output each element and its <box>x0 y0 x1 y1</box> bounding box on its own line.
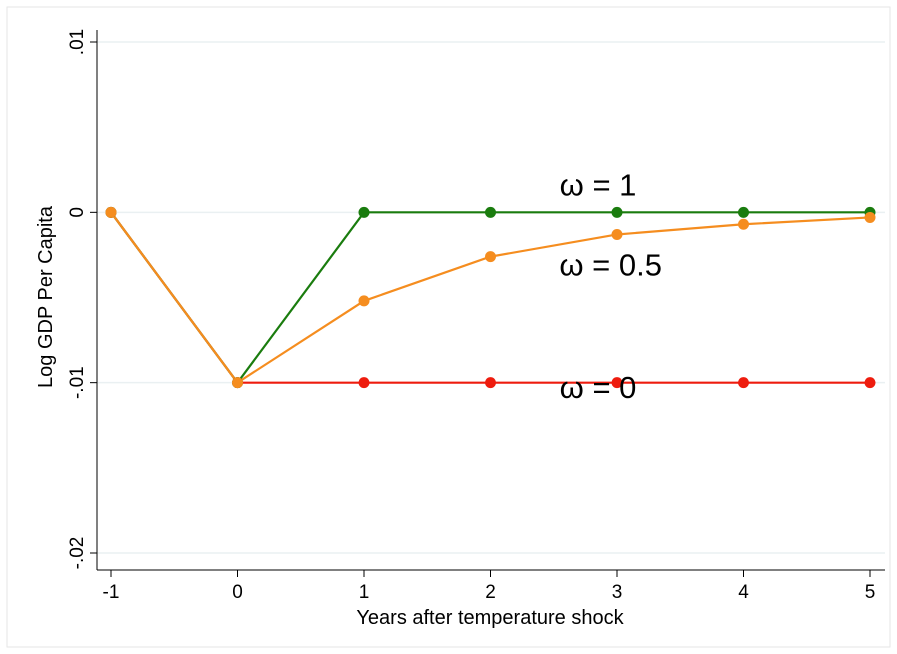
series-point-1 <box>738 206 749 218</box>
series-point-0 <box>864 377 876 389</box>
series-point-2 <box>611 228 623 240</box>
gridlines <box>97 41 885 554</box>
series-layer <box>105 206 876 389</box>
y-tick-label: .01 <box>67 29 88 55</box>
annotation-label: ω = 1 <box>560 167 637 202</box>
x-tick-label: 5 <box>865 582 876 603</box>
series-point-2 <box>738 218 749 230</box>
annotation-label: ω = 0 <box>560 370 637 405</box>
y-tick-label: -.02 <box>67 537 88 570</box>
series-point-1 <box>485 206 496 218</box>
x-tick-label: -1 <box>103 582 120 603</box>
series-point-1 <box>611 206 623 218</box>
x-tick-label: 3 <box>612 582 623 603</box>
annotations: ω = 1 ω = 0.5 ω = 0 <box>559 167 662 405</box>
x-tick-label: 1 <box>359 582 370 603</box>
series-point-0 <box>738 377 749 389</box>
series-line-0 <box>110 211 870 384</box>
y-axis-title: Log GDP Per Capita <box>35 205 57 388</box>
series-point-2 <box>485 251 496 263</box>
series-point-0 <box>358 377 370 389</box>
chart-outer-frame <box>6 6 891 648</box>
series-line-2 <box>110 211 871 385</box>
series-point-0 <box>485 377 496 389</box>
series-point-2 <box>864 211 876 223</box>
x-tick-label: 2 <box>485 582 496 603</box>
series-point-1 <box>358 206 370 218</box>
x-tick-label: 0 <box>232 582 243 603</box>
axes: .01 0 -.01 -.02 -1 0 1 2 3 4 5 <box>67 29 885 603</box>
series-point-2 <box>232 377 243 389</box>
series-line-1 <box>110 211 870 385</box>
annotation-label: ω = 0.5 <box>559 247 662 282</box>
series-point-2 <box>358 295 370 307</box>
y-tick-label: 0 <box>67 207 88 218</box>
x-axis-title: Years after temperature shock <box>356 607 624 629</box>
series-point-2 <box>105 206 117 218</box>
series-point-0 <box>611 377 623 389</box>
x-tick-label: 4 <box>738 582 749 603</box>
y-tick-label: -.01 <box>67 366 88 399</box>
